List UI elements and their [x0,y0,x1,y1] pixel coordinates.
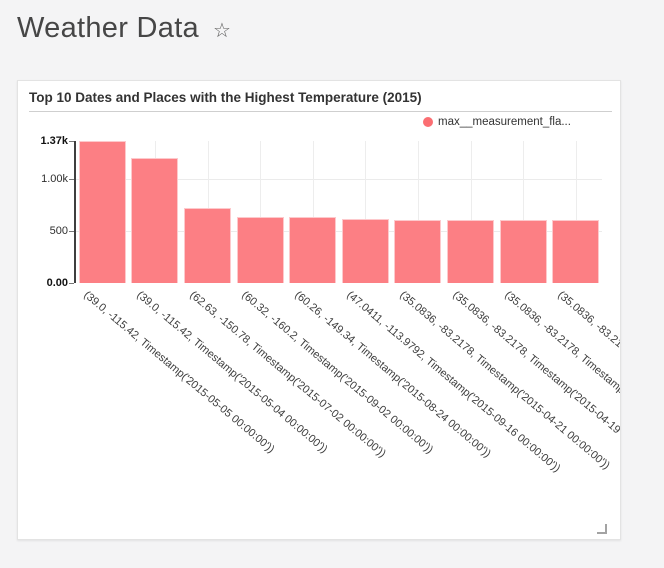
bar[interactable] [289,216,337,283]
bar[interactable] [552,220,600,283]
legend-marker-icon [423,117,433,127]
bar[interactable] [184,207,231,283]
bar[interactable] [341,219,389,283]
bar[interactable] [447,220,494,283]
y-tick-label: 0.00 [46,277,68,289]
x-tick-label: (62.63, -150.78, Timestamp('2015-07-02 0… [186,289,388,461]
y-tick-label: 1.00k [41,173,68,186]
x-gridline [312,141,314,283]
bar[interactable] [131,158,179,283]
x-tick-label: (60.26, -149.34, Timestamp('2015-08-24 0… [291,289,493,461]
y-gridline [76,231,602,233]
x-gridline [260,141,262,283]
y-axis-tick [69,179,74,181]
x-tick-label: (39.0, -115.42, Timestamp('2015-05-05 00… [81,289,277,456]
resize-handle-icon[interactable] [597,524,607,534]
title-divider [29,111,612,112]
x-gridline [470,141,472,283]
legend-item[interactable]: max__measurement_fla... [423,116,571,128]
legend-label: max__measurement_fla... [438,116,571,128]
x-gridline [523,141,525,283]
y-axis-line [74,141,76,283]
bar[interactable] [236,216,284,283]
x-gridline [365,141,367,283]
x-gridline [575,141,577,283]
y-gridline [76,179,602,181]
y-tick-label: 500 [49,225,68,238]
x-tick-label: (60.32, -160.2, Timestamp('2015-09-02 00… [239,289,436,457]
bar[interactable] [394,220,442,283]
chart-card: Top 10 Dates and Places with the Highest… [17,80,621,540]
y-tick-label: 1.37k [40,135,68,147]
y-axis-tick [69,283,74,284]
y-axis-tick [69,141,74,142]
bar[interactable] [499,220,547,283]
favorite-star-icon[interactable]: ☆ [213,20,231,42]
page-title: Weather Data [17,12,199,44]
bar[interactable] [78,141,126,283]
y-axis-tick [69,231,74,233]
chart-title: Top 10 Dates and Places with the Highest… [29,90,422,105]
page-header: Weather Data ☆ [17,12,231,45]
x-gridline [417,141,419,283]
bar-chart-plot-area: 1.37k 1.00k 500 0.00 (39.0, -115.42, Timesta… [40,135,620,475]
x-tick-label: (39.0, -115.42, Timestamp('2015-05-04 00… [134,289,330,456]
